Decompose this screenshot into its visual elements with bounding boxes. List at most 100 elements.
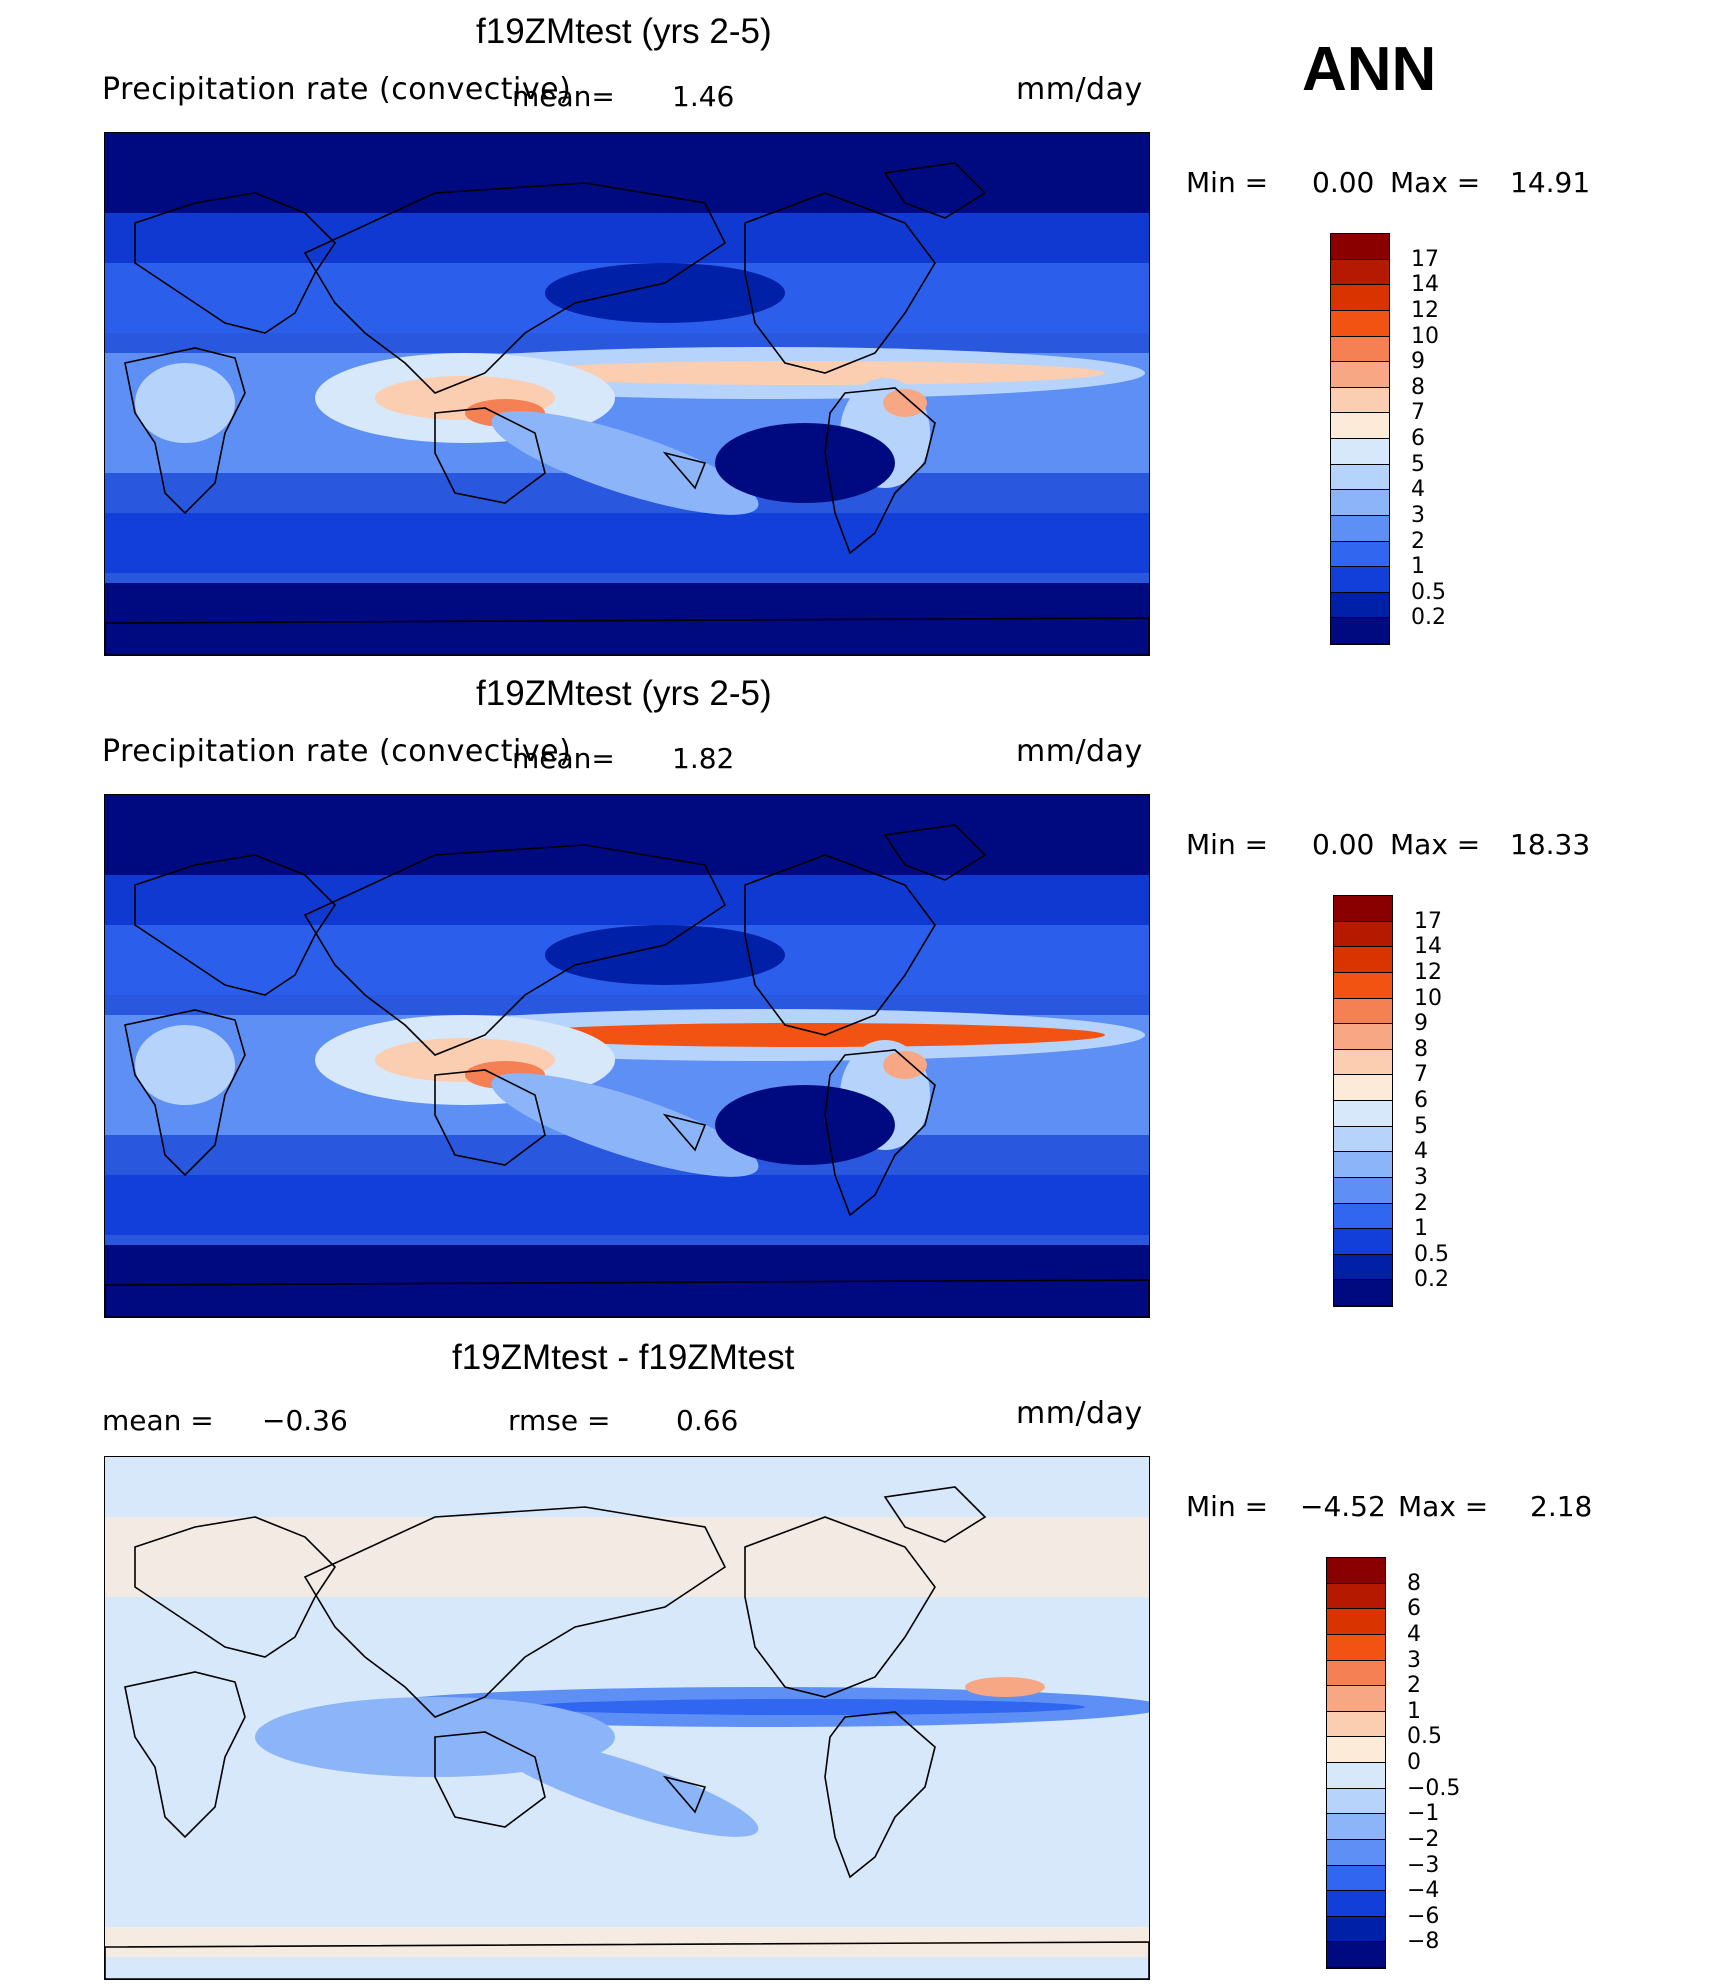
panel-3-max-label: Max = <box>1398 1490 1489 1523</box>
colorbar-tick-label: 9 <box>1414 1011 1428 1037</box>
colorbar-tick-label: 6 <box>1407 1596 1421 1622</box>
colorbar-swatch <box>1331 413 1389 439</box>
panel-2-max-label: Max = <box>1390 828 1481 861</box>
colorbar-swatch <box>1331 285 1389 311</box>
colorbar-swatch <box>1334 1024 1392 1050</box>
colorbar-tick-label: −2 <box>1407 1826 1440 1852</box>
colorbar-tick-label: 3 <box>1414 1164 1428 1190</box>
colorbar-tick-label: −6 <box>1407 1903 1440 1929</box>
panel-1-min-label: Min = <box>1186 166 1269 199</box>
colorbar-tick-label: 4 <box>1411 477 1425 503</box>
coastlines <box>105 824 1149 1317</box>
colorbar-swatch <box>1327 1583 1385 1610</box>
panel-3-min-label: Min = <box>1186 1490 1269 1523</box>
colorbar-swatch <box>1334 1229 1392 1255</box>
colorbar-tick-label: 10 <box>1414 985 1442 1011</box>
colorbar-swatch <box>1331 234 1389 260</box>
colorbar-tick-label: 3 <box>1407 1647 1421 1673</box>
panel-3-rmse-label: rmse = <box>508 1404 611 1437</box>
colorbar-tick-label: 2 <box>1407 1673 1421 1699</box>
colorbar-swatch <box>1327 1711 1385 1738</box>
panel-1-min-value: 0.00 <box>1312 166 1375 199</box>
colorbar-tick-label: −0.5 <box>1407 1775 1461 1801</box>
colorbar-tick-label: 1 <box>1414 1216 1428 1242</box>
colorbar-swatch <box>1334 921 1392 948</box>
panel-2-variable-label: Precipitation rate (convective) <box>102 734 572 769</box>
panel-1-title: f19ZMtest (yrs 2-5) <box>476 12 772 51</box>
colorbar-swatch <box>1334 998 1392 1025</box>
colorbar-tick-label: 6 <box>1411 426 1425 451</box>
panel-2-mean-value: 1.82 <box>672 742 735 775</box>
colorbar-swatch <box>1331 464 1389 491</box>
panel-3-max-value: 2.18 <box>1530 1490 1593 1523</box>
colorbar-swatch <box>1334 1152 1392 1178</box>
colorbar-tick-label: 1 <box>1411 554 1425 580</box>
colorbar-swatch <box>1327 1634 1385 1661</box>
colorbar-swatch <box>1331 490 1389 516</box>
colorbar-tick-label: 0.2 <box>1414 1267 1449 1293</box>
colorbar-swatch <box>1334 1177 1392 1204</box>
colorbar-swatch <box>1327 1865 1385 1892</box>
precip-field <box>105 213 1149 583</box>
panel-3-map <box>104 1456 1150 1980</box>
colorbar-swatch <box>1327 1763 1385 1789</box>
panel-3-min-value: −4.52 <box>1300 1490 1386 1523</box>
colorbar-tick-label: 0.2 <box>1411 605 1446 631</box>
colorbar-swatch <box>1331 541 1389 568</box>
panel-3-title: f19ZMtest - f19ZMtest <box>452 1338 795 1377</box>
colorbar-tick-label: 6 <box>1414 1088 1428 1113</box>
colorbar-tick-label: 7 <box>1411 400 1425 426</box>
colorbar-swatch <box>1327 1737 1385 1763</box>
colorbar-tick-label: −4 <box>1407 1878 1440 1904</box>
colorbar-swatch <box>1327 1814 1385 1840</box>
colorbar-swatch <box>1331 336 1389 363</box>
colorbar-swatch <box>1331 362 1389 388</box>
colorbar-swatch <box>1334 947 1392 973</box>
colorbar-swatch <box>1327 1839 1385 1866</box>
colorbar-tick-label: 2 <box>1414 1190 1428 1216</box>
colorbar-swatch <box>1327 1686 1385 1712</box>
coastlines <box>105 162 1149 655</box>
colorbar-swatch <box>1334 1254 1392 1281</box>
panel-3-mean-label: mean = <box>102 1404 214 1437</box>
colorbar-swatch <box>1334 1101 1392 1127</box>
colorbar-tick-label: 12 <box>1411 297 1439 323</box>
colorbar-swatch <box>1334 1075 1392 1101</box>
panel-1-map <box>104 132 1150 656</box>
colorbar-swatch <box>1327 1558 1385 1584</box>
colorbar-tick-label: 1 <box>1407 1698 1421 1724</box>
precip-field <box>105 1517 1149 1957</box>
panel-3-units: mm/day <box>1016 1396 1143 1431</box>
colorbar-tick-label: 8 <box>1414 1036 1428 1062</box>
panel-2-units: mm/day <box>1016 734 1143 769</box>
colorbar-tick-label: 17 <box>1411 246 1439 272</box>
colorbar-swatch <box>1331 592 1389 619</box>
panel-3-colorbar: 8 6 4 3 2 1 0.5 0 −0.5 −1 −2 −3 −4 −6 −8 <box>1326 1557 1460 1969</box>
colorbar-swatch <box>1327 1660 1385 1687</box>
panel-2-mean-label: mean= <box>512 742 615 775</box>
colorbar-swatch <box>1327 1891 1385 1917</box>
colorbar-tick-label: 9 <box>1411 349 1425 375</box>
colorbar-swatch <box>1334 972 1392 999</box>
colorbar-tick-label: 10 <box>1411 323 1439 349</box>
colorbar-tick-label: 5 <box>1414 1113 1428 1139</box>
colorbar-swatch <box>1327 1609 1385 1635</box>
colorbar-swatch <box>1327 1942 1385 1968</box>
colorbar-tick-label: 7 <box>1414 1062 1428 1088</box>
colorbar-swatch <box>1334 896 1392 922</box>
colorbar-tick-label: 0.5 <box>1411 579 1446 605</box>
colorbar-tick-label: 0.5 <box>1414 1241 1449 1267</box>
colorbar-swatch <box>1334 1126 1392 1153</box>
colorbar-tick-label: 4 <box>1414 1139 1428 1165</box>
colorbar-tick-label: 5 <box>1411 451 1425 477</box>
colorbar-swatch <box>1334 1203 1392 1230</box>
panel-1-variable-label: Precipitation rate (convective) <box>102 72 572 107</box>
colorbar-swatch <box>1331 259 1389 286</box>
colorbar-swatch <box>1331 310 1389 337</box>
panel-3-mean-value: −0.36 <box>262 1404 348 1437</box>
colorbar-swatch <box>1331 618 1389 644</box>
colorbar-tick-label: −3 <box>1407 1852 1440 1878</box>
colorbar-tick-label: 8 <box>1411 374 1425 400</box>
colorbar-swatch <box>1327 1788 1385 1815</box>
colorbar-swatch <box>1331 515 1389 542</box>
